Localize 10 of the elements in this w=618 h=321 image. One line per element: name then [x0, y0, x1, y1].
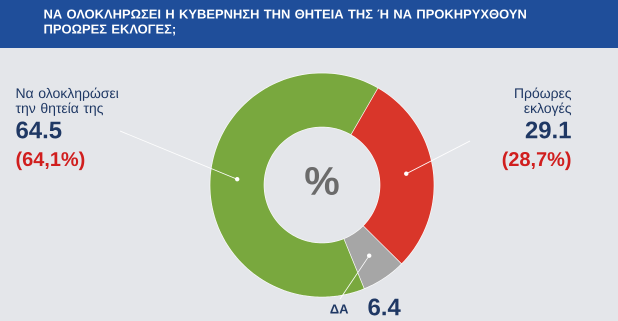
data-label: 6.4	[368, 298, 401, 316]
text: (64,1%)	[16, 152, 84, 170]
chart-title: ΝΑ ΟΛΟΚΛΗΡΩΣΕΙ Η ΚΥΒΕΡΝΗΣΗ ΤΗΝ ΘΗΤΕΙΑ ΤΗΣ Ή ΝΑ ΠΡΟΚΗΡΥΧΘΟΥΝ ΠΡΟΩΡΕΣ ΕΚΛΟΓΕΣ;	[44, 10, 526, 36]
data-label: 29.1	[526, 122, 571, 138]
slice-label: Να ολοκληρώσει την θητεία της	[16, 88, 118, 116]
slice-label: Πρόωρες εκλογές	[515, 88, 572, 116]
data-label: 64.5	[16, 122, 62, 138]
text: %	[305, 166, 339, 196]
text: (28,7%)	[502, 152, 570, 170]
slice-label: ΔΑ	[330, 304, 348, 314]
